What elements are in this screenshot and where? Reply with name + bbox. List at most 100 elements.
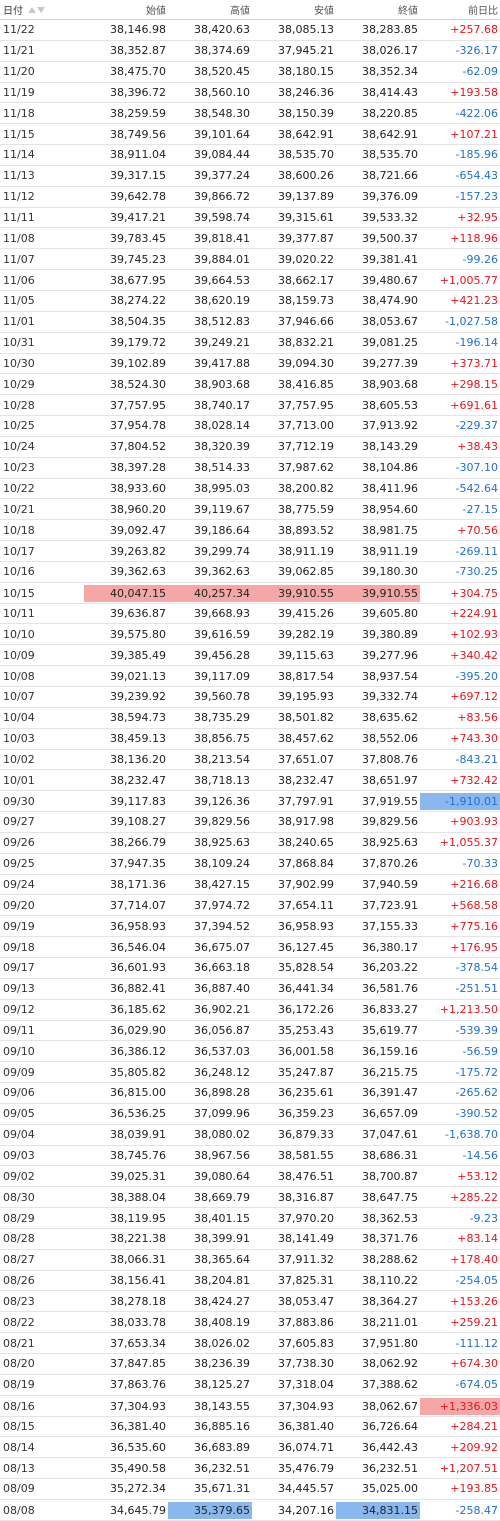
header-change: 前日比 xyxy=(468,6,498,17)
cell-close: 38,062.67 xyxy=(362,1399,418,1413)
cell-change: +1,207.51 xyxy=(439,1461,498,1475)
cell-open: 39,362.63 xyxy=(110,565,166,579)
cell-date: 11/07 xyxy=(3,252,35,266)
cell-date: 10/11 xyxy=(3,607,35,621)
cell-date: 10/02 xyxy=(3,752,35,766)
table-row: 11/11 39,417.21 39,598.74 39,315.61 39,533.3… xyxy=(0,208,500,229)
cell-low: 34,207.16 xyxy=(278,1503,334,1517)
cell-change: -542.64 xyxy=(455,481,498,495)
table-row: 11/08 39,783.45 39,818.41 39,377.87 39,500.3… xyxy=(0,228,500,250)
cell-close: 38,283.85 xyxy=(362,23,418,37)
cell-low: 39,020.22 xyxy=(278,252,334,266)
cell-low: 36,441.34 xyxy=(278,982,334,996)
cell-high: 38,620.19 xyxy=(194,294,250,308)
cell-close: 39,081.25 xyxy=(362,336,418,350)
cell-open: 37,947.35 xyxy=(110,857,166,871)
cell-change: +70.56 xyxy=(457,523,498,537)
cell-close: 38,642.91 xyxy=(362,127,418,141)
table-row: 09/19 36,958.93 37,394.52 36,958.93 37,155.3… xyxy=(0,916,500,938)
cell-date: 08/15 xyxy=(3,1419,35,1433)
cell-high: 39,126.36 xyxy=(194,795,250,809)
cell-change: -157.23 xyxy=(455,190,498,204)
cell-date: 10/18 xyxy=(3,523,35,537)
cell-close: 36,581.76 xyxy=(362,982,418,996)
cell-date: 08/26 xyxy=(3,1274,35,1288)
cell-date: 09/13 xyxy=(3,982,35,996)
cell-date: 09/09 xyxy=(3,1065,35,1079)
cell-change: -1,638.70 xyxy=(445,1128,498,1142)
cell-open: 36,386.12 xyxy=(110,1044,166,1058)
header-date-label: 日付 xyxy=(3,6,23,17)
cell-open: 38,397.28 xyxy=(110,461,166,475)
table-row: 08/14 36,535.60 36,683.89 36,074.71 36,442.4… xyxy=(0,1437,500,1459)
cell-change: +298.15 xyxy=(450,377,498,391)
cell-change: -307.10 xyxy=(455,461,498,475)
cell-date: 08/22 xyxy=(3,1315,35,1329)
table-row: 08/19 37,863.76 38,125.27 37,318.04 37,388.6… xyxy=(0,1375,500,1396)
cell-date: 08/29 xyxy=(3,1211,35,1225)
cell-low: 38,535.70 xyxy=(278,148,334,162)
cell-open: 39,317.15 xyxy=(110,169,166,183)
table-row: 08/30 38,388.04 38,669.79 38,316.87 38,647.7… xyxy=(0,1187,500,1209)
table-row: 09/06 36,815.00 36,898.28 36,235.61 36,391.4… xyxy=(0,1083,500,1104)
cell-date: 09/05 xyxy=(3,1107,35,1121)
cell-close: 38,364.27 xyxy=(362,1294,418,1308)
cell-date: 10/17 xyxy=(3,544,35,558)
cell-change: +775.16 xyxy=(450,919,498,933)
cell-open: 39,642.78 xyxy=(110,190,166,204)
table-row: 09/09 35,805.82 36,248.12 35,247.87 36,215.7… xyxy=(0,1062,500,1084)
cell-close: 36,442.43 xyxy=(362,1440,418,1454)
cell-date: 08/09 xyxy=(3,1482,35,1496)
cell-low: 38,775.59 xyxy=(278,502,334,516)
cell-high: 35,671.31 xyxy=(194,1482,250,1496)
cell-change: +1,336.03 xyxy=(420,1397,500,1415)
cell-low: 37,970.20 xyxy=(278,1211,334,1225)
cell-open: 36,815.00 xyxy=(110,1086,166,1100)
cell-low: 38,159.73 xyxy=(278,294,334,308)
cell-open: 38,146.98 xyxy=(110,23,166,37)
cell-date: 08/14 xyxy=(3,1440,35,1454)
cell-high: 36,902.21 xyxy=(194,1003,250,1017)
sort-ascending-icon[interactable] xyxy=(28,6,36,13)
table-row: 10/18 39,092.47 39,186.64 38,893.52 38,981.7… xyxy=(0,520,500,542)
cell-date: 09/25 xyxy=(3,857,35,871)
cell-high: 39,818.41 xyxy=(194,231,250,245)
cell-open: 39,783.45 xyxy=(110,231,166,245)
cell-date: 11/06 xyxy=(3,273,35,287)
cell-open: 38,677.95 xyxy=(110,273,166,287)
cell-open: 36,546.04 xyxy=(110,940,166,954)
cell-high: 38,856.75 xyxy=(194,732,250,746)
cell-open: 40,047.15 xyxy=(84,584,168,602)
cell-date: 11/14 xyxy=(3,148,35,162)
table-row: 10/21 38,960.20 39,119.67 38,775.59 38,954.6… xyxy=(0,499,500,521)
cell-close: 39,277.39 xyxy=(362,356,418,370)
cell-low: 38,180.15 xyxy=(278,65,334,79)
cell-close: 36,380.17 xyxy=(362,940,418,954)
cell-open: 36,882.41 xyxy=(110,982,166,996)
table-header-row: 日付 始値 高値 安値 終値 前日比 xyxy=(0,0,500,20)
cell-date: 09/19 xyxy=(3,919,35,933)
cell-open: 39,021.13 xyxy=(110,669,166,683)
header-high: 高値 xyxy=(230,6,250,17)
cell-open: 37,757.95 xyxy=(110,398,166,412)
cell-date: 11/20 xyxy=(3,65,35,79)
cell-change: +697.12 xyxy=(450,690,498,704)
cell-close: 38,220.85 xyxy=(362,106,418,120)
cell-open: 35,272.34 xyxy=(110,1482,166,1496)
table-row: 09/10 36,386.12 36,537.03 36,001.58 36,159.1… xyxy=(0,1041,500,1063)
cell-close: 38,414.43 xyxy=(362,85,418,99)
cell-open: 38,933.60 xyxy=(110,481,166,495)
cell-high: 38,408.19 xyxy=(194,1315,250,1329)
cell-close: 35,025.00 xyxy=(362,1482,418,1496)
cell-open: 39,636.87 xyxy=(110,607,166,621)
cell-date: 08/21 xyxy=(3,1336,35,1350)
cell-low: 38,600.26 xyxy=(278,169,334,183)
table-row: 09/20 37,714.07 37,974.72 37,654.11 37,723.9… xyxy=(0,895,500,917)
sort-control[interactable] xyxy=(28,6,45,13)
cell-change: +285.22 xyxy=(450,1190,498,1204)
sort-descending-icon[interactable] xyxy=(37,6,45,13)
cell-change: -254.05 xyxy=(455,1274,498,1288)
header-date[interactable]: 日付 xyxy=(0,0,84,19)
cell-high: 36,663.18 xyxy=(194,961,250,975)
cell-high: 39,362.63 xyxy=(194,565,250,579)
